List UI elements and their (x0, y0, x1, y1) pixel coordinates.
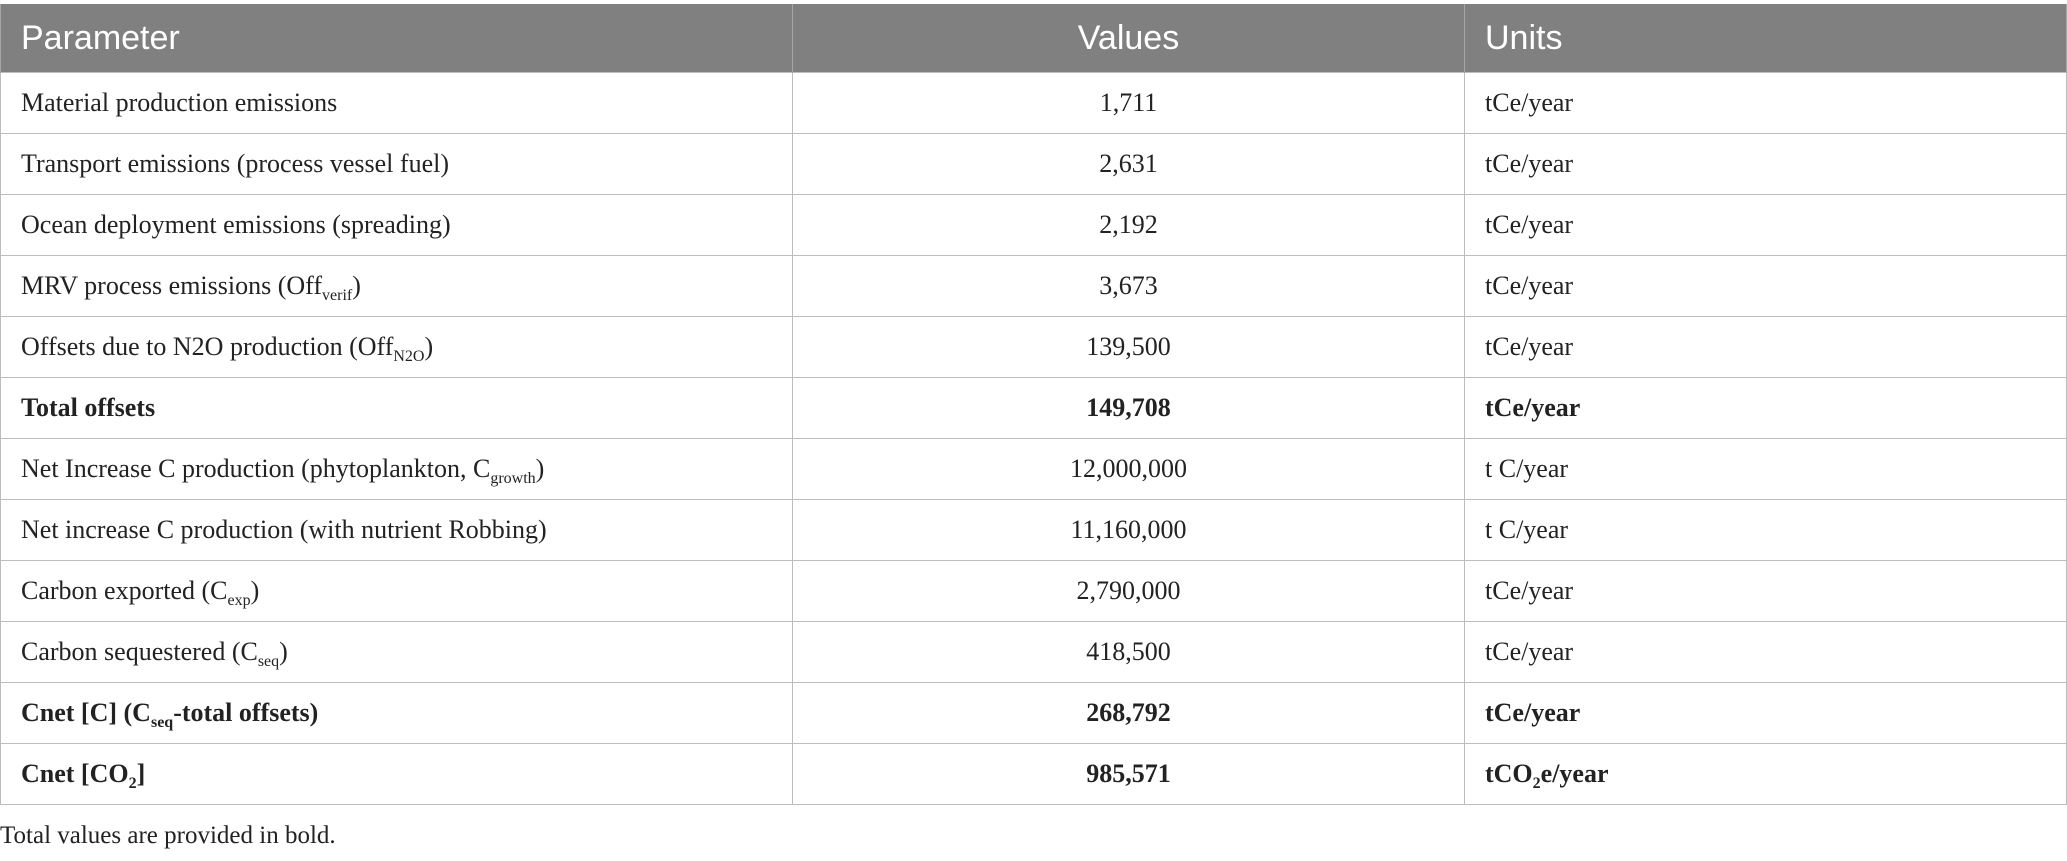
unit-cell: tCO2e/year (1464, 743, 2067, 805)
unit-cell: tCe/year (1464, 560, 2067, 622)
parameter-text: Carbon sequestered (C (21, 637, 258, 666)
value-cell: 2,631 (792, 133, 1465, 195)
value-cell: 985,571 (792, 743, 1465, 805)
parameter-cell: Cnet [C] (Cseq-total offsets) (0, 682, 793, 744)
parameter-subscript: seq (150, 714, 174, 731)
parameter-cell: Material production emissions (0, 72, 793, 134)
parameter-text-end: ] (136, 759, 146, 788)
unit-cell: tCe/year (1464, 682, 2067, 744)
header-units: Units (1464, 4, 2067, 73)
parameter-cell: MRV process emissions (Offverif) (0, 255, 793, 317)
unit-cell: tCe/year (1464, 194, 2067, 256)
value-cell: 2,790,000 (792, 560, 1465, 622)
unit-cell: tCe/year (1464, 621, 2067, 683)
parameter-text-end: ) (352, 271, 361, 300)
value-cell: 11,160,000 (792, 499, 1465, 561)
unit-cell: tCe/year (1464, 377, 2067, 439)
value-cell: 418,500 (792, 621, 1465, 683)
table-header-row: Parameter Values Units (0, 4, 2067, 73)
table-row-total: Cnet [C] (Cseq-total offsets) 268,792 tC… (0, 682, 2067, 744)
value-cell: 268,792 (792, 682, 1465, 744)
parameter-text-end: ) (279, 637, 288, 666)
unit-cell: tCe/year (1464, 133, 2067, 195)
table-row: Ocean deployment emissions (spreading) 2… (0, 194, 2067, 256)
parameter-subscript: exp (227, 592, 251, 609)
parameter-cell: Offsets due to N2O production (OffN2O) (0, 316, 793, 378)
parameter-subscript: N2O (393, 348, 425, 365)
table-row: Carbon exported (Cexp) 2,790,000 tCe/yea… (0, 560, 2067, 622)
parameter-subscript: verif (322, 287, 353, 304)
parameter-cell: Ocean deployment emissions (spreading) (0, 194, 793, 256)
unit-cell: t C/year (1464, 499, 2067, 561)
parameter-cell: Carbon sequestered (Cseq) (0, 621, 793, 683)
value-cell: 12,000,000 (792, 438, 1465, 500)
value-cell: 3,673 (792, 255, 1465, 317)
parameter-text: Offsets due to N2O production (Off (21, 332, 394, 361)
table-row: MRV process emissions (Offverif) 3,673 t… (0, 255, 2067, 317)
parameter-text: Carbon exported (C (21, 576, 228, 605)
parameter-cell: Total offsets (0, 377, 793, 439)
table-row: Net Increase C production (phytoplankton… (0, 438, 2067, 500)
header-values: Values (792, 4, 1465, 73)
value-cell: 1,711 (792, 72, 1465, 134)
parameter-text-end: ) (535, 454, 545, 483)
parameter-cell: Transport emissions (process vessel fuel… (0, 133, 793, 195)
table-row: Offsets due to N2O production (OffN2O) 1… (0, 316, 2067, 378)
parameter-cell: Net increase C production (with nutrient… (0, 499, 793, 561)
unit-cell: tCe/year (1464, 316, 2067, 378)
parameter-text: Net Increase C production (phytoplankton… (21, 454, 491, 483)
value-cell: 139,500 (792, 316, 1465, 378)
table-row-total: Total offsets 149,708 tCe/year (0, 377, 2067, 439)
parameter-text: Cnet [C] (C (21, 698, 151, 727)
parameter-subscript: growth (490, 470, 536, 487)
table-row: Carbon sequestered (Cseq) 418,500 tCe/ye… (0, 621, 2067, 683)
parameter-text: MRV process emissions (Off (21, 271, 323, 300)
parameter-text-end: -total offsets) (173, 698, 319, 727)
table-footnote: Total values are provided in bold. (0, 822, 336, 849)
table-row-total: Cnet [CO2] 985,571 tCO2e/year (0, 743, 2067, 805)
parameter-text: Cnet [CO (21, 759, 129, 788)
value-cell: 149,708 (792, 377, 1465, 439)
table-row: Net increase C production (with nutrient… (0, 499, 2067, 561)
unit-text: tCO (1485, 759, 1533, 788)
unit-cell: tCe/year (1464, 255, 2067, 317)
parameter-subscript: seq (257, 653, 280, 670)
parameter-text-end: ) (250, 576, 260, 605)
parameter-text-end: ) (424, 332, 434, 361)
parameter-cell: Net Increase C production (phytoplankton… (0, 438, 793, 500)
parameters-table: Parameter Values Units Material producti… (0, 4, 2067, 805)
unit-cell: tCe/year (1464, 72, 2067, 134)
header-parameter: Parameter (0, 4, 793, 73)
unit-subscript: 2 (1532, 775, 1541, 792)
parameter-subscript: 2 (128, 775, 137, 792)
parameter-cell: Carbon exported (Cexp) (0, 560, 793, 622)
unit-cell: t C/year (1464, 438, 2067, 500)
table-row: Material production emissions 1,711 tCe/… (0, 72, 2067, 134)
value-cell: 2,192 (792, 194, 1465, 256)
parameter-cell: Cnet [CO2] (0, 743, 793, 805)
unit-text-end: e/year (1540, 759, 1609, 788)
parameters-table-container: Parameter Values Units Material producti… (0, 4, 2067, 805)
table-row: Transport emissions (process vessel fuel… (0, 133, 2067, 195)
